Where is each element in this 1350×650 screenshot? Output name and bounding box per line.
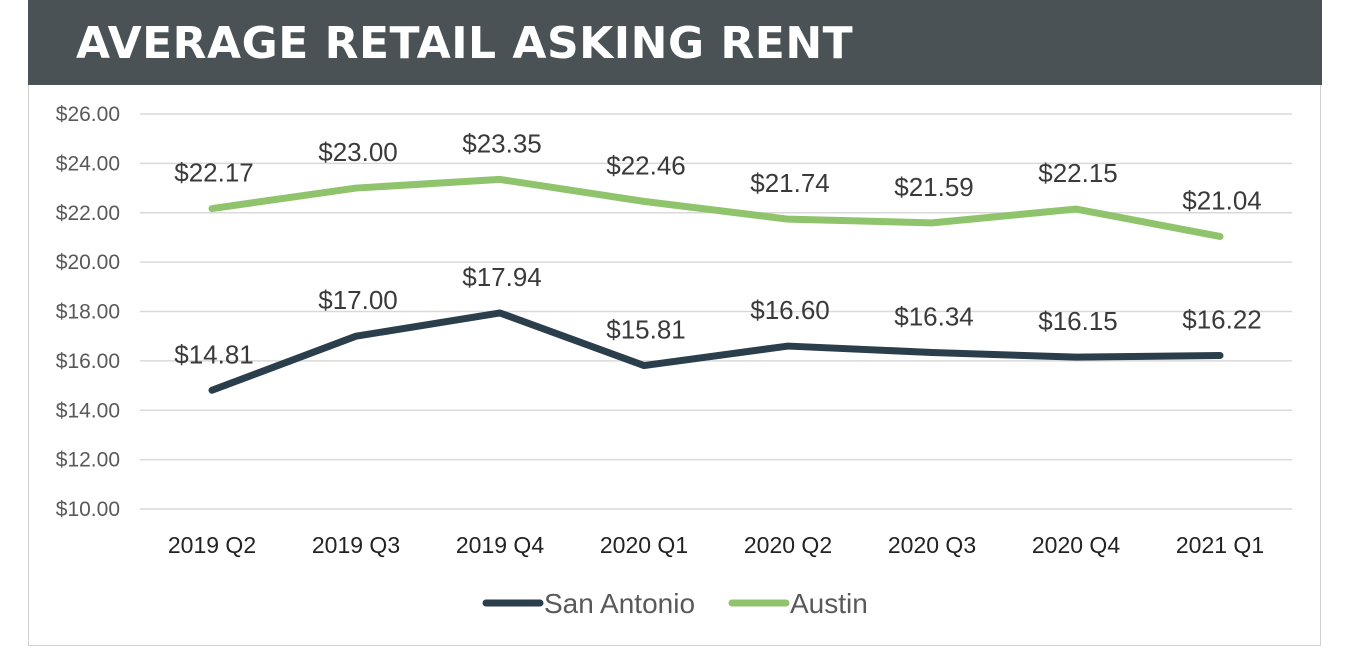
data-label: $22.17 <box>174 158 254 188</box>
y-tick-label: $24.00 <box>56 152 120 175</box>
y-tick-label: $10.00 <box>56 498 120 521</box>
series-line-austin <box>208 175 1224 240</box>
chart-frame <box>28 0 1321 646</box>
data-label: $16.15 <box>1038 306 1118 336</box>
legend-label: Austin <box>790 588 868 619</box>
y-tick-label: $14.00 <box>56 399 120 422</box>
data-label: $23.00 <box>318 137 398 167</box>
x-tick-label: 2019 Q4 <box>456 532 544 558</box>
y-tick-label: $22.00 <box>56 202 120 225</box>
chart-header: AVERAGE RETAIL ASKING RENT <box>28 0 1322 85</box>
data-label: $17.00 <box>318 285 398 315</box>
x-tick-label: 2019 Q3 <box>312 532 400 558</box>
series-lines <box>208 175 1224 394</box>
y-tick-label: $16.00 <box>56 350 120 373</box>
data-label: $16.22 <box>1182 304 1262 334</box>
x-tick-label: 2020 Q4 <box>1032 532 1120 558</box>
x-tick-label: 2021 Q1 <box>1176 532 1264 558</box>
gridlines <box>140 113 1292 510</box>
data-label: $22.46 <box>606 150 686 180</box>
y-tick-label: $18.00 <box>56 301 120 324</box>
x-axis-categories: 2019 Q2 2019 Q3 2019 Q4 2020 Q1 2020 Q2 2020 … <box>168 532 1264 558</box>
data-label: $21.59 <box>894 172 974 202</box>
data-label: $23.35 <box>462 128 542 158</box>
data-label: $22.15 <box>1038 158 1118 188</box>
legend-label: San Antonio <box>544 588 695 619</box>
chart-title: AVERAGE RETAIL ASKING RENT <box>76 18 854 69</box>
series-line-san-antonio <box>208 309 1224 394</box>
data-labels: $14.81 $17.00 $17.94 $15.81 $16.60 $16.34 $16.… <box>174 128 1262 369</box>
legend: San Antonio Austin <box>482 588 868 619</box>
data-label: $21.74 <box>750 168 830 198</box>
x-tick-label: 2019 Q2 <box>168 532 256 558</box>
y-axis-ticks: $26.00 $24.00 $22.00 $20.00 $18.00 $16.00 $14.… <box>56 103 120 521</box>
y-tick-label: $20.00 <box>56 251 120 274</box>
x-tick-label: 2020 Q1 <box>600 532 688 558</box>
data-label: $16.34 <box>894 301 974 331</box>
x-tick-label: 2020 Q2 <box>744 532 832 558</box>
data-label: $17.94 <box>462 262 542 292</box>
data-label: $16.60 <box>750 295 830 325</box>
data-label: $14.81 <box>174 339 254 369</box>
x-tick-label: 2020 Q3 <box>888 532 976 558</box>
data-label: $21.04 <box>1182 185 1262 215</box>
y-tick-label: $26.00 <box>56 103 120 126</box>
y-tick-label: $12.00 <box>56 449 120 472</box>
data-label: $15.81 <box>606 315 686 345</box>
